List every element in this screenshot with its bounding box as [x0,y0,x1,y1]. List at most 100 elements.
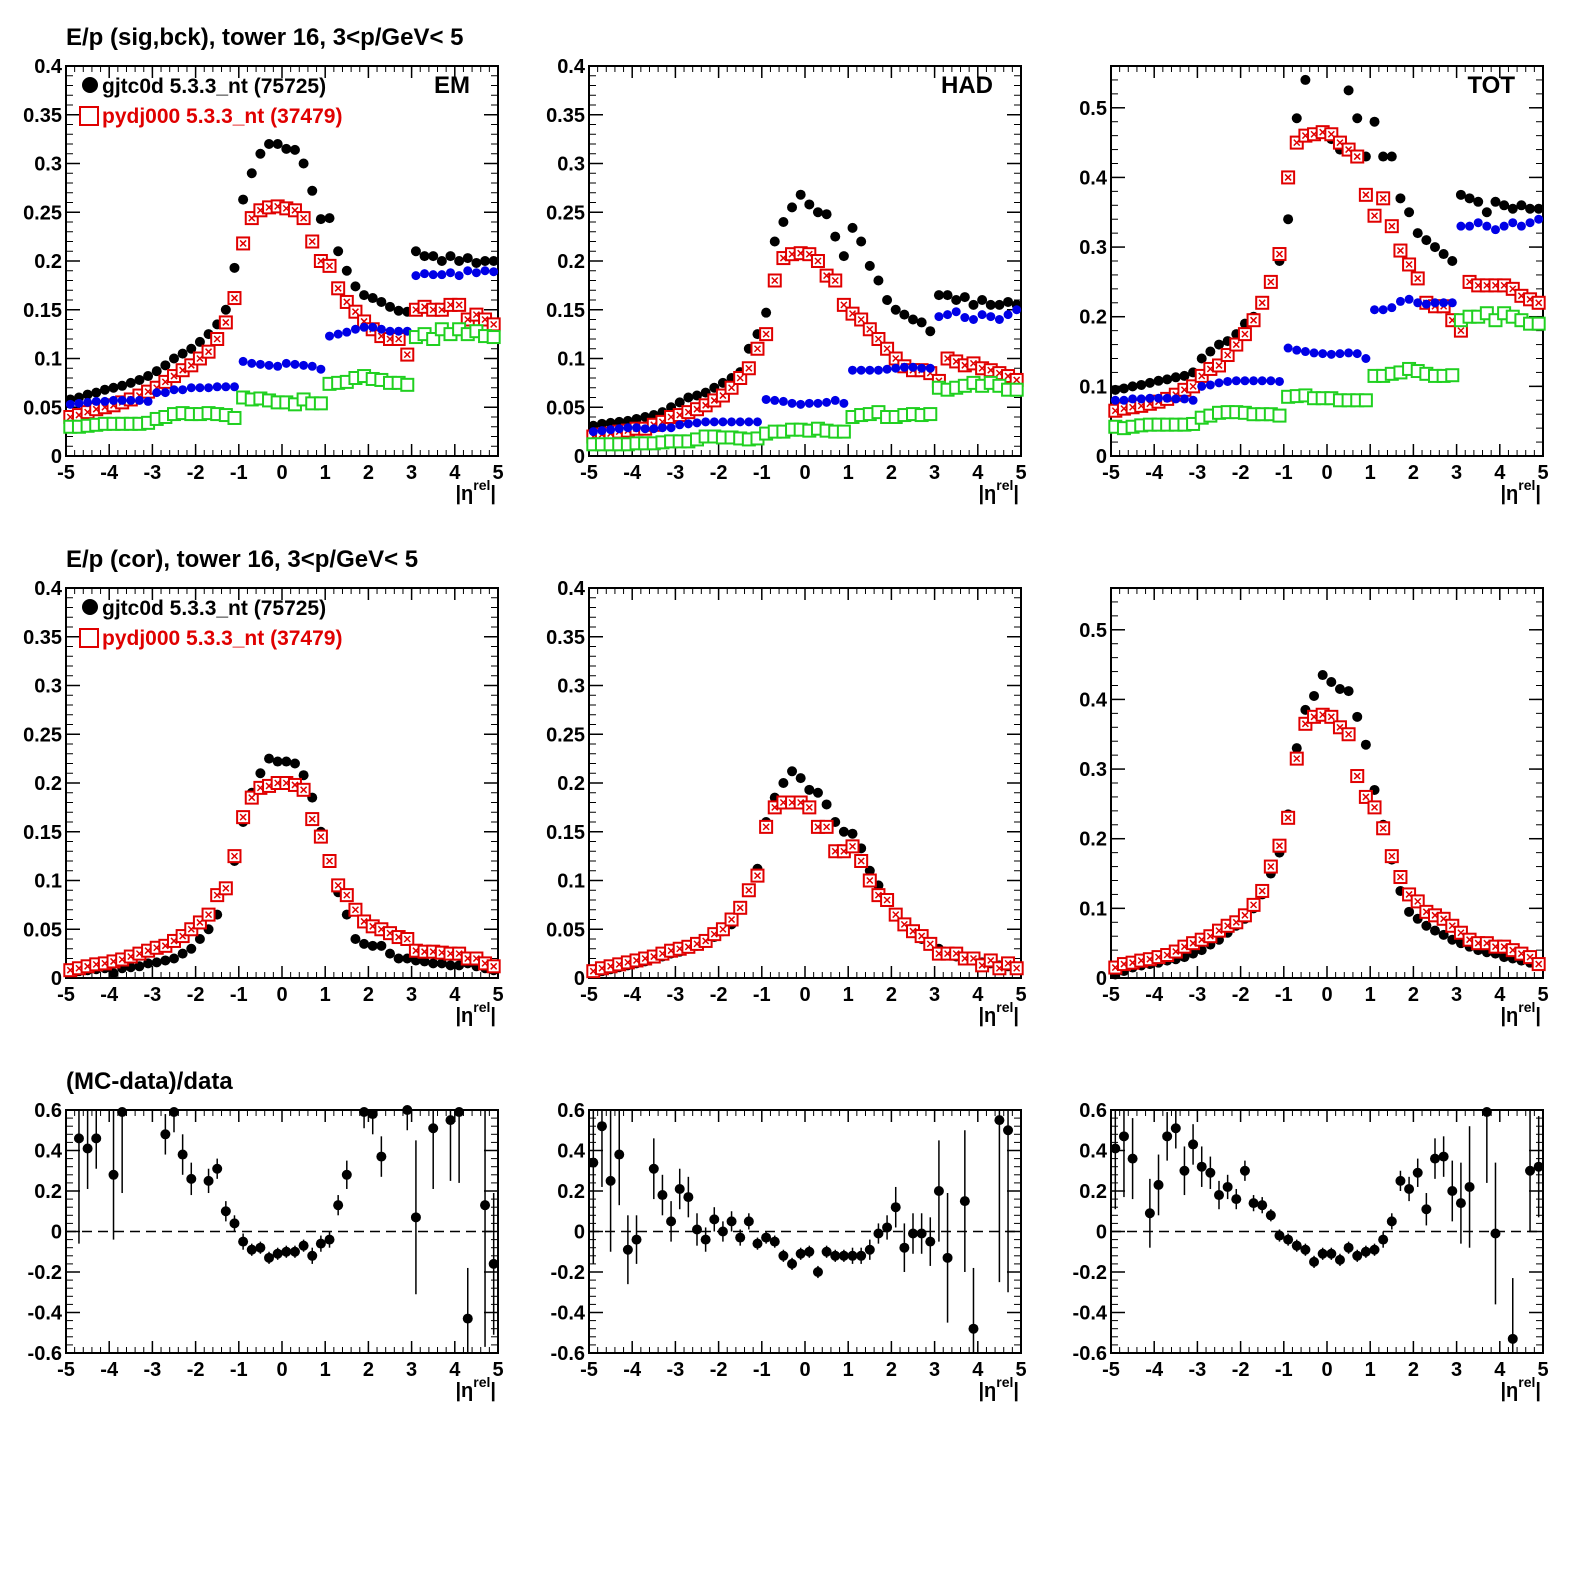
x-tick-label: 3 [929,462,940,484]
x-axis-label-sup: rel [473,477,490,493]
data-point [325,331,335,341]
data-point-cross [1232,341,1240,349]
data-point [298,1240,309,1251]
row-1-title: E/p (sig,bck), tower 16, 3<p/GeV< 5 [66,24,463,51]
data-point [289,758,300,769]
data-point [221,382,231,392]
data-point [812,787,823,798]
corner-label: EM [434,72,470,99]
data-point [943,310,953,320]
data-point [683,1192,694,1203]
data-point [1378,1234,1389,1245]
y-tick-label: -0.4 [1073,1303,1108,1325]
data-point-cross [1535,299,1543,307]
data-point [1386,151,1397,162]
data-point-cross [1013,376,1021,384]
x-tick-label: 0 [1321,462,1332,484]
data-point [752,1238,763,1249]
y-tick-label: -0.6 [551,1343,585,1365]
data-point-cross [1284,173,1292,181]
data-point [186,383,196,393]
data-point [692,1224,702,1235]
data-point [393,953,404,964]
x-tick-label: -1 [753,462,771,484]
data-point [865,365,875,375]
data-point [1292,345,1302,355]
data-point [1507,1333,1518,1344]
x-tick-label: -5 [1102,1359,1120,1381]
data-point-cross [1457,327,1465,335]
data-point [169,353,179,364]
data-point-cross [1370,212,1379,220]
data-point [614,1149,625,1160]
data-point [445,268,455,278]
data-point-cross [1275,842,1284,850]
data-point [1508,218,1518,228]
data-point [1361,354,1371,363]
x-axis-label-base: |η [455,1380,473,1402]
x-axis-label-end: | [490,1005,496,1027]
data-point-cross [351,308,359,316]
data-point [177,948,188,959]
data-point [804,199,815,210]
data-point [402,1105,413,1115]
x-tick-label: 3 [406,1359,417,1381]
data-point [666,423,676,433]
data-point [151,957,162,968]
data-point [264,139,275,149]
data-point [1239,1165,1250,1176]
data-point [796,399,806,409]
y-tick-label: 0.1 [34,349,62,371]
legend-data-label: gjtc0d 5.3.3_nt (75725) [102,597,326,620]
x-axis-label: |ηrel| [455,477,496,505]
data-point [1465,221,1475,231]
legend-mc-label: pydj000 5.3.3_nt (37479) [102,105,342,128]
data-point [934,312,944,322]
data-point-cross [205,348,213,356]
data-point [177,1149,188,1160]
data-point [1003,310,1013,320]
data-point [596,418,607,429]
y-tick-label: 0.1 [1079,376,1107,398]
data-point [436,256,447,266]
data-point [117,380,128,391]
data-point [770,395,780,405]
data-point [959,292,970,303]
data-point [1360,739,1371,750]
data-point [160,955,171,966]
data-point [864,865,875,876]
data-point [657,1190,668,1201]
data-point [350,324,360,334]
data-point [341,1169,352,1180]
y-tick-label: 0.1 [557,349,585,371]
x-axis-label-base: |η [455,1005,473,1027]
x-tick-label: -4 [1145,462,1164,484]
data-point [91,387,102,398]
data-point [899,362,909,372]
data-point [488,1258,499,1269]
data-point [169,953,179,964]
x-tick-label: -4 [623,984,642,1006]
data-point [1240,376,1250,386]
data-point-cross [325,262,334,270]
y-tick-label: 0.6 [34,1100,62,1122]
data-point [1170,1123,1181,1134]
y-tick-label: -0.2 [28,1262,62,1284]
x-tick-label: 2 [886,1359,897,1381]
x-tick-label: -3 [1189,984,1207,1006]
data-point-cross [343,298,351,306]
x-axis-label-end: | [490,1380,496,1402]
x-axis-label-base: |η [1500,483,1518,505]
data-point [596,1121,607,1132]
data-point [994,299,1005,310]
data-point [657,423,667,433]
series-ratio [588,1110,1014,1353]
data-point [830,395,840,405]
data-point [1370,305,1380,315]
x-tick-label: -5 [1102,984,1120,1006]
y-tick-label: 0.25 [23,202,62,224]
data-point-cross [325,857,334,865]
x-tick-label: 2 [886,462,897,484]
data-point [264,360,274,370]
y-tick-label: 0 [1096,446,1107,468]
